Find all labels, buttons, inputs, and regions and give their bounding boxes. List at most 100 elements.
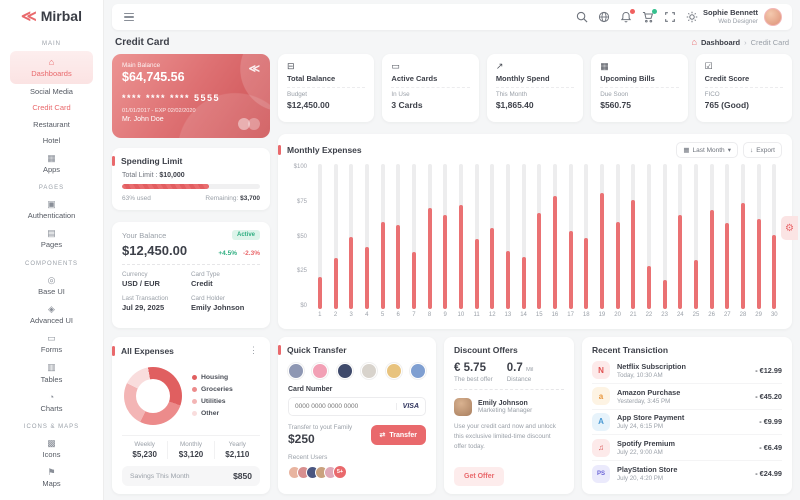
sidebar-item-credit-card[interactable]: Credit Card (10, 100, 94, 116)
transaction-row-app-store-payment[interactable]: A App Store Payment July 24, 6:15 PM - €9.9… (592, 408, 782, 435)
sidebar-item-authentication[interactable]: ▣ Authentication (10, 195, 94, 224)
stat-card-monthly-spend[interactable]: ↗ Monthly Spend This Month $1,865.40 (486, 54, 584, 122)
brand-logo[interactable]: ≪ Mirbal (21, 8, 82, 24)
bar-day-27[interactable]: 27 (719, 164, 735, 321)
stat-card-upcoming-bills[interactable]: ▦ Upcoming Bills Due Soon $560.75 (591, 54, 688, 122)
contact-avatar-4[interactable] (361, 363, 378, 379)
bar-fill (756, 219, 761, 309)
stat-sublabel: Budget (287, 91, 307, 98)
date-range-dropdown[interactable]: ▦ Last Month ▾ (676, 142, 738, 158)
sidebar-item-icons[interactable]: ▩ Icons (10, 434, 94, 463)
x-tick: 30 (770, 312, 778, 318)
bar-day-19[interactable]: 19 (594, 164, 610, 321)
brand-name: Mirbal (40, 8, 82, 24)
transaction-row-amazon-purchase[interactable]: a Amazon Purchase Yesterday, 3:45 PM - €45.… (592, 382, 782, 409)
bar-day-21[interactable]: 21 (625, 164, 641, 321)
search-icon[interactable] (576, 11, 589, 24)
sidebar-item-dashboards[interactable]: ⌂ Dashboards (9, 51, 94, 85)
theme-icon[interactable] (686, 11, 699, 24)
stat-card-active-cards[interactable]: ▭ Active Cards In Use 3 Cards (382, 54, 479, 122)
transaction-row-spotify-premium[interactable]: ♫ Spotify Premium July 22, 9:00 AM - €6.49 (592, 434, 782, 460)
contact-avatar-5[interactable] (385, 363, 402, 379)
bar-day-15[interactable]: 15 (531, 164, 547, 321)
transfer-button[interactable]: ⇄ Transfer (370, 425, 426, 445)
bar-day-9[interactable]: 9 (437, 164, 453, 321)
sidebar-item-base-ui[interactable]: ◎ Base UI (10, 271, 94, 300)
bar-day-11[interactable]: 11 (469, 164, 485, 321)
bar-day-20[interactable]: 20 (610, 164, 626, 321)
bar-day-6[interactable]: 6 (390, 164, 406, 321)
x-tick: 4 (365, 312, 369, 318)
balance-change-down: -2.3% (243, 250, 260, 257)
sidebar-item-pages[interactable]: ▤ Pages (10, 224, 94, 253)
contact-avatar-6[interactable] (409, 363, 426, 379)
bar-day-25[interactable]: 25 (688, 164, 704, 321)
bar-day-16[interactable]: 16 (547, 164, 563, 321)
notifications-icon[interactable] (620, 8, 635, 24)
breadcrumb-dashboard[interactable]: Dashboard (700, 37, 741, 47)
get-offer-button[interactable]: Get Offer (454, 467, 505, 486)
contact-avatar-2[interactable] (312, 363, 329, 379)
main-balance-card[interactable]: Main Balance $64,745.56 ≪ **** **** ****… (112, 54, 270, 138)
bar-day-13[interactable]: 13 (500, 164, 516, 321)
x-tick: 29 (755, 312, 762, 318)
transaction-name: Netflix Subscription (617, 361, 686, 371)
sidebar-item-tables[interactable]: ▥ Tables (10, 358, 94, 387)
transaction-row-netflix-subscription[interactable]: N Netflix Subscription Today, 10:30 AM - €1… (592, 358, 782, 383)
sidebar-item-forms[interactable]: ▭ Forms (10, 329, 94, 358)
home-icon[interactable]: ⌂ (691, 37, 697, 47)
bar-day-26[interactable]: 26 (704, 164, 720, 321)
your-balance-card: Your Balance Active $12,450.00 +4.5% -2.… (112, 222, 270, 328)
bar-day-2[interactable]: 2 (328, 164, 344, 321)
bar-day-8[interactable]: 8 (422, 164, 438, 321)
bar-day-28[interactable]: 28 (735, 164, 751, 321)
bar-day-4[interactable]: 4 (359, 164, 375, 321)
bar-day-14[interactable]: 14 (516, 164, 532, 321)
bar-day-22[interactable]: 22 (641, 164, 657, 321)
user-avatar[interactable] (764, 8, 782, 26)
bar-day-18[interactable]: 18 (578, 164, 594, 321)
expenses-donut[interactable] (124, 366, 182, 425)
user-menu[interactable]: Sophie Bennett Web Designer (703, 8, 782, 26)
bar-day-23[interactable]: 23 (657, 164, 673, 321)
fullscreen-icon[interactable] (664, 11, 677, 24)
sidebar-item-hotel[interactable]: Hotel (10, 133, 94, 149)
contact-avatar-3[interactable] (336, 363, 353, 379)
bar-day-24[interactable]: 24 (672, 164, 688, 321)
legend-item-housing: Housing (192, 374, 233, 381)
bar-day-29[interactable]: 29 (751, 164, 767, 321)
sidebar-item-restaurant[interactable]: Restaurant (10, 117, 94, 133)
sidebar-item-maps[interactable]: ⚑ Maps (10, 463, 94, 492)
contact-avatar-1[interactable] (288, 363, 304, 379)
bar-day-3[interactable]: 3 (343, 164, 359, 321)
bar-day-10[interactable]: 10 (453, 164, 469, 321)
balance-fields: Currency USD / EUR Card Type Credit Last Tra… (122, 271, 260, 312)
bar-day-7[interactable]: 7 (406, 164, 422, 321)
sidebar-item-advanced-ui[interactable]: ◈ Advanced UI (10, 300, 94, 329)
sidebar-item-social-media[interactable]: Social Media (10, 84, 94, 100)
bar-day-17[interactable]: 17 (563, 164, 579, 321)
export-button[interactable]: ↓ Export (742, 142, 782, 158)
bar-day-1[interactable]: 1 (312, 164, 328, 321)
spotify-icon: ♫ (592, 438, 610, 457)
sidebar-item-apps[interactable]: ▦ Apps (10, 149, 94, 178)
stat-title: Upcoming Bills (600, 74, 655, 83)
bar-day-30[interactable]: 30 (766, 164, 782, 321)
bar-day-12[interactable]: 12 (484, 164, 500, 321)
kebab-menu-icon[interactable]: ⋮ (249, 345, 258, 355)
sidebar-item-charts[interactable]: ◔ Charts (10, 388, 94, 417)
sidebar-item-label: Charts (40, 403, 63, 413)
credit-card-icon: ▭ (391, 61, 400, 71)
donut-hole (136, 378, 170, 413)
card-number-input[interactable] (289, 398, 396, 415)
more-users-badge[interactable]: 5+ (333, 465, 347, 479)
menu-toggle-button[interactable] (122, 11, 136, 23)
bar-fill (568, 230, 573, 309)
transaction-row-playstation-store[interactable]: PS PlayStation Store July 20, 4:20 PM - €24… (592, 460, 782, 486)
bar-day-5[interactable]: 5 (375, 164, 391, 321)
stat-card-total-balance[interactable]: ⊟ Total Balance Budget $12,450.00 (278, 54, 375, 122)
cart-icon[interactable] (642, 8, 657, 24)
language-icon[interactable] (598, 11, 611, 24)
stat-card-credit-score[interactable]: ☑ Credit Score FICO 765 (Good) (695, 54, 793, 122)
theme-customizer-button[interactable]: ⚙ (781, 216, 798, 240)
